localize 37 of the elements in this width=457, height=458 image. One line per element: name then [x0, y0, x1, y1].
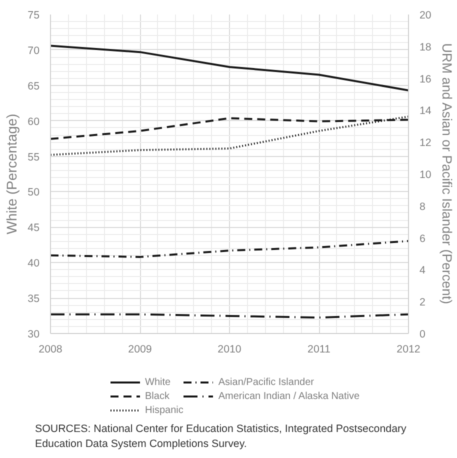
y-tick-label: 65	[28, 80, 40, 92]
y2-tick-label: 18	[420, 41, 432, 54]
y2-tick-label: 0	[420, 328, 426, 340]
y2-tick-label: 12	[420, 137, 432, 150]
legend-label: Hispanic	[145, 404, 184, 417]
y2-tick-label: 20	[420, 10, 432, 22]
line-series	[50, 44, 408, 92]
y-tick-label: 60	[28, 116, 40, 128]
y2-tick-label: 14	[420, 105, 432, 118]
line-series	[50, 240, 408, 258]
y-tick-label: 40	[28, 258, 40, 270]
y2-tick-label: 6	[420, 232, 426, 245]
x-tick-label: 2011	[308, 344, 331, 356]
x-tick-label: 2012	[396, 344, 420, 356]
y-tick-label: 55	[28, 151, 40, 164]
y-tick-label: 50	[28, 186, 40, 199]
x-tick-label: 2010	[218, 344, 242, 356]
y2-tick-label: 10	[420, 169, 432, 181]
y-tick-label: 75	[28, 10, 40, 22]
legend-label: White	[145, 376, 171, 389]
y-tick-label: 70	[28, 44, 40, 57]
y2-tick-label: 8	[420, 200, 426, 213]
legend-label: American Indian / Alaska Native	[218, 390, 360, 403]
legend-label: Asian/Pacific Islander	[218, 376, 314, 389]
y-tick-label: 45	[28, 222, 40, 234]
y2-axis-title: URM and Asian or Pacific Islander (Percent)	[439, 43, 454, 304]
source-note: SOURCES: National Center for Education Statistics, Integrated Postsecondary Education Data System Completions Survey.	[35, 422, 408, 452]
y2-tick-label: 4	[420, 264, 426, 277]
y-axis-title: White (Percentage)	[4, 114, 20, 234]
y2-tick-label: 16	[420, 73, 432, 86]
y-tick-label: 35	[28, 293, 40, 306]
y2-tick-label: 2	[420, 296, 426, 309]
y-tick-label: 30	[28, 328, 40, 340]
x-tick-label: 2008	[38, 344, 62, 356]
line-series	[50, 116, 408, 156]
x-tick-label: 2009	[128, 344, 152, 356]
legend-label: Black	[145, 390, 170, 403]
